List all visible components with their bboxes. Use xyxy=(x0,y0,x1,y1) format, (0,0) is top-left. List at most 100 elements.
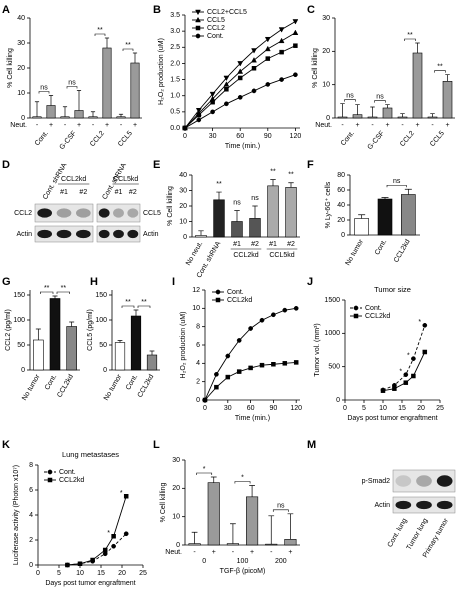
data-point xyxy=(279,77,284,82)
blot-band xyxy=(56,229,72,239)
significance-bracket xyxy=(272,509,289,512)
data-point xyxy=(90,557,95,563)
bar xyxy=(146,354,158,371)
category-label: + xyxy=(250,549,254,556)
significance-bracket xyxy=(122,48,134,51)
y-tick-label: 40 xyxy=(337,202,345,209)
chart-title: Tumor size xyxy=(374,285,411,294)
data-point xyxy=(111,543,116,549)
data-point xyxy=(123,531,129,537)
row-label: CCL2 xyxy=(14,210,32,217)
significance-label: ns xyxy=(346,93,354,100)
bar xyxy=(213,199,225,238)
blot-band xyxy=(113,229,124,239)
data-point xyxy=(251,88,257,94)
group-label: CCL5kd xyxy=(269,252,294,259)
legend-label: CCL2kd xyxy=(227,297,252,304)
y-tick-label: 20 xyxy=(337,217,345,224)
x-axis-label: Time (min.) xyxy=(225,143,260,150)
error-bar xyxy=(76,90,82,111)
error-bar xyxy=(198,230,204,236)
series-line xyxy=(382,325,426,391)
y-tick-label: 10 xyxy=(172,514,180,521)
bar xyxy=(130,315,142,371)
data-point xyxy=(102,547,108,553)
legend-label: CCL2 xyxy=(207,25,225,32)
group-label: CCL5 xyxy=(429,130,446,148)
category-label: Cont. xyxy=(125,373,139,391)
y-tick-label: 30 xyxy=(322,15,330,22)
y-tick-label: 2.0 xyxy=(170,60,180,67)
bar xyxy=(401,194,416,236)
blot-band xyxy=(127,229,139,239)
x-tick-label: 30 xyxy=(209,133,217,140)
y-axis-label: % Cell killing xyxy=(7,48,14,88)
data-point xyxy=(214,384,219,390)
category-label: + xyxy=(445,122,449,129)
bar xyxy=(60,116,70,119)
bar xyxy=(367,116,378,119)
data-point xyxy=(292,29,299,36)
y-axis-label: CCL2 (pg/ml) xyxy=(5,309,12,351)
category-label: #2 xyxy=(287,241,295,248)
y-tick-label: 12 xyxy=(192,287,200,294)
x-tick-label: 20 xyxy=(118,570,126,577)
significance-bracket xyxy=(386,184,407,188)
x-tick-label: 90 xyxy=(270,405,278,412)
group-label: 200 xyxy=(275,558,287,565)
y-axis-label: % Cell killing xyxy=(160,483,167,523)
y-tick-label: 0 xyxy=(21,115,25,122)
panel-letter: L xyxy=(153,439,160,451)
bar xyxy=(249,218,261,238)
x-tick-label: 0 xyxy=(203,405,207,412)
significance-label: ns xyxy=(68,79,76,86)
category-label: No tumor xyxy=(21,373,42,402)
data-point xyxy=(264,45,271,52)
error-bar xyxy=(104,37,110,48)
error-bar xyxy=(52,295,58,299)
y-tick-label: 0 xyxy=(196,397,200,404)
data-point xyxy=(293,305,299,311)
data-point xyxy=(259,362,265,368)
legend-marker xyxy=(215,289,221,295)
lane-label: Cont. lung xyxy=(387,517,409,548)
significance-label: ** xyxy=(61,285,67,292)
significance-label: ns xyxy=(393,178,401,185)
group-label: CCL2 xyxy=(89,130,106,148)
group-label: Cont. xyxy=(34,130,50,147)
x-tick-label: 25 xyxy=(139,570,147,577)
bar xyxy=(246,496,259,546)
data-point xyxy=(265,82,271,87)
significance-bracket xyxy=(38,91,50,94)
blot-band xyxy=(98,208,110,218)
data-point xyxy=(224,87,229,92)
bar xyxy=(74,110,84,119)
blot-band xyxy=(436,475,453,487)
data-point xyxy=(293,72,298,78)
significance-bracket xyxy=(66,86,78,89)
y-tick-label: 30 xyxy=(179,187,187,194)
y-tick-label: 500 xyxy=(328,364,340,371)
data-point xyxy=(248,326,253,331)
significance-label: ** xyxy=(125,42,131,49)
error-bar xyxy=(268,515,275,545)
bar xyxy=(337,116,348,119)
significance-label: ** xyxy=(44,285,50,292)
data-point xyxy=(403,380,409,385)
data-point xyxy=(236,369,242,374)
bar xyxy=(352,114,363,119)
group-label: CCL2kd xyxy=(233,252,258,259)
significance-label: ns xyxy=(376,94,384,101)
data-point xyxy=(236,338,242,343)
y-tick-label: 6 xyxy=(29,487,33,494)
data-point xyxy=(237,94,243,100)
data-point xyxy=(411,356,416,362)
x-tick-label: 15 xyxy=(97,570,105,577)
legend-label: Cont. xyxy=(365,305,382,312)
bar xyxy=(116,116,126,119)
category-label: #1 xyxy=(233,241,241,248)
data-point xyxy=(278,37,285,44)
error-bar xyxy=(35,328,41,340)
significance-label: * xyxy=(107,530,110,537)
bar xyxy=(284,539,297,546)
